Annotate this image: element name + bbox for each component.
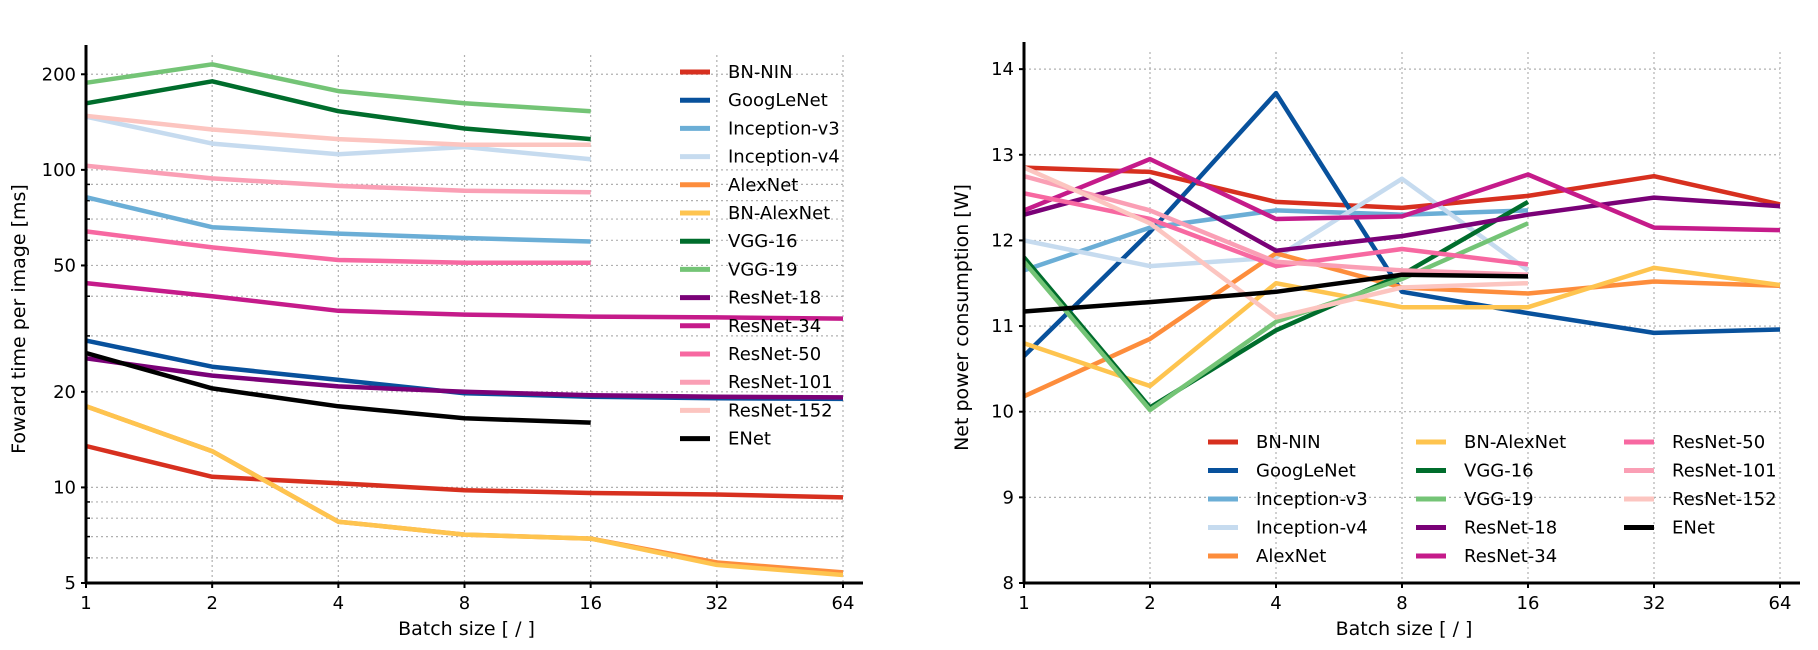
series-line-enet <box>85 350 591 425</box>
legend-label-enet: ENet <box>728 429 771 450</box>
series-line-vgg-19 <box>85 62 591 114</box>
legend-label-inception-v3: Inception-v3 <box>728 118 840 139</box>
legend-label-enet: ENet <box>1672 518 1715 539</box>
legend-label-bn-nin: BN-NIN <box>1256 432 1321 453</box>
series-line-resnet-18 <box>1023 178 1781 253</box>
y-tick-label: 5 <box>65 573 76 594</box>
legend-label-resnet-101: ResNet-101 <box>1672 461 1777 482</box>
series-line-resnet-34 <box>1023 156 1781 233</box>
legend-label-vgg-19: VGG-19 <box>728 259 798 280</box>
legend-label-bn-alexnet: BN-AlexNet <box>728 203 830 224</box>
x-tick-label: 8 <box>1396 593 1407 614</box>
y-tick-label: 11 <box>991 316 1014 337</box>
series-line-bn-nin <box>1023 165 1781 211</box>
series-line-bn-nin <box>85 443 844 500</box>
legend-label-vgg-16: VGG-16 <box>728 231 798 252</box>
legend-label-resnet-18: ResNet-18 <box>728 288 821 309</box>
series-line-resnet-50 <box>85 229 591 265</box>
forward-time-chart: 1 2 4 8 16 32 64 5 10 20 50 100 200 Batch size [ / ] F… <box>8 45 863 640</box>
x-axis-label: Batch size [ / ] <box>398 618 535 640</box>
series-line-googlenet <box>1022 90 1781 358</box>
legend-label-resnet-50: ResNet-50 <box>1672 432 1765 453</box>
x-axis-label: Batch size [ / ] <box>1336 618 1473 640</box>
series-line-resnet-34 <box>85 280 844 321</box>
legend-label-resnet-152: ResNet-152 <box>1672 489 1777 510</box>
legend-label-resnet-34: ResNet-34 <box>728 316 821 337</box>
gridlines <box>1023 52 1781 584</box>
series-line-enet <box>1023 272 1529 314</box>
y-tick-label: 200 <box>42 64 76 85</box>
x-tick-label: 2 <box>1144 593 1155 614</box>
legend-label-inception-v4: Inception-v4 <box>728 147 840 168</box>
legend-label-inception-v4: Inception-v4 <box>1256 518 1368 539</box>
series-line-inception-v4 <box>85 114 591 162</box>
legend-label-googlenet: GoogLeNet <box>1256 461 1356 482</box>
y-axis-label: Foward time per image [ms] <box>8 184 30 454</box>
series-line-inception-v4 <box>1023 176 1530 273</box>
x-tick-label: 16 <box>1517 593 1540 614</box>
y-tick-label: 12 <box>991 230 1014 251</box>
legend-label-resnet-34: ResNet-34 <box>1464 546 1557 567</box>
y-tick-label: 10 <box>53 477 76 498</box>
x-tick-label: 1 <box>1018 593 1029 614</box>
legend-label-vgg-19: VGG-19 <box>1464 489 1534 510</box>
y-tick-label: 10 <box>991 402 1014 423</box>
x-tick-label: 8 <box>459 593 470 614</box>
series-lines <box>1022 90 1781 413</box>
series-line-bn-alexnet <box>1023 265 1781 389</box>
legend-label-bn-alexnet: BN-AlexNet <box>1464 432 1566 453</box>
y-tick-label: 20 <box>53 382 76 403</box>
series-line-resnet-101 <box>1023 174 1529 277</box>
legend-label-resnet-18: ResNet-18 <box>1464 518 1557 539</box>
y-tick-label: 50 <box>53 255 76 276</box>
legend-label-alexnet: AlexNet <box>1256 546 1326 567</box>
x-tick-label: 64 <box>1769 593 1792 614</box>
series-line-inception-v3 <box>1023 208 1529 273</box>
y-tick-label: 9 <box>1003 487 1014 508</box>
legend: BN-NIN GoogLeNet Inception-v3 Inception-v4 A… <box>680 62 840 450</box>
series-line-inception-v3 <box>85 195 591 244</box>
y-tick-label: 100 <box>42 160 76 181</box>
legend-label-resnet-101: ResNet-101 <box>728 372 833 393</box>
series-line-resnet-152 <box>1023 165 1529 320</box>
legend: BN-NIN GoogLeNet Inception-v3 Inception-v4 A… <box>1208 432 1777 567</box>
series-line-resnet-18 <box>85 356 844 400</box>
legend-label-alexnet: AlexNet <box>728 175 798 196</box>
x-tick-label: 4 <box>333 593 344 614</box>
legend-label-googlenet: GoogLeNet <box>728 90 828 111</box>
series-line-vgg-16 <box>85 79 591 142</box>
x-tick-label: 64 <box>832 593 855 614</box>
legend-label-resnet-50: ResNet-50 <box>728 344 821 365</box>
y-tick-label: 14 <box>991 59 1014 80</box>
series-line-vgg-19 <box>1022 221 1529 413</box>
legend-label-resnet-152: ResNet-152 <box>728 400 833 421</box>
series-line-bn-alexnet <box>85 404 844 578</box>
x-tick-label: 32 <box>705 593 728 614</box>
legend-label-vgg-16: VGG-16 <box>1464 461 1534 482</box>
y-axis-label: Net power consumption [W] <box>951 184 973 451</box>
series-line-resnet-152 <box>85 113 591 147</box>
legend-label-inception-v3: Inception-v3 <box>1256 489 1368 510</box>
x-tick-label: 32 <box>1643 593 1666 614</box>
x-tick-label: 1 <box>80 593 91 614</box>
series-lines <box>85 62 844 578</box>
y-tick-label: 8 <box>1003 573 1014 594</box>
series-line-resnet-50 <box>1023 191 1529 269</box>
x-tick-label: 16 <box>579 593 602 614</box>
gridlines <box>85 55 844 584</box>
y-tick-label: 13 <box>991 145 1014 166</box>
x-tick-label: 2 <box>206 593 217 614</box>
legend-label-bn-nin: BN-NIN <box>728 62 793 83</box>
series-line-resnet-101 <box>85 163 591 195</box>
x-tick-label: 4 <box>1270 593 1281 614</box>
